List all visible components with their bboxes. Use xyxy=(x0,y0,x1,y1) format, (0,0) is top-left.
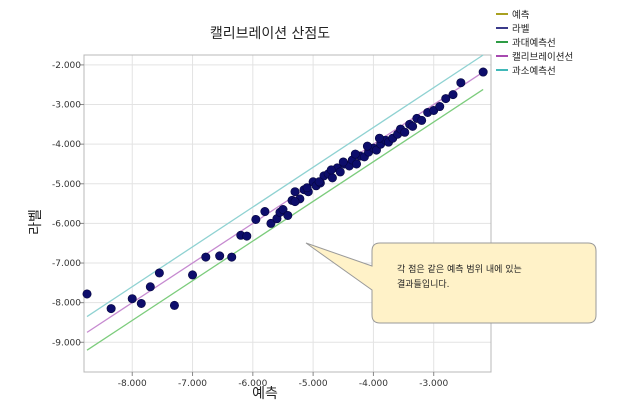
data-point xyxy=(441,94,451,104)
legend-label: 캘리브레이션선 xyxy=(512,51,573,63)
data-point xyxy=(169,300,179,310)
data-point xyxy=(227,252,237,262)
data-point xyxy=(106,304,116,314)
data-point xyxy=(374,133,384,143)
reference-line xyxy=(86,54,484,318)
legend-label: 과대예측선 xyxy=(512,38,556,49)
x-tick-label: -4.000 xyxy=(359,379,388,389)
legend-label: 라벨 xyxy=(512,24,530,35)
x-axis-ticks: -8.000 -7.000 -6.000 -5.000 -4.000 -3.000 xyxy=(118,372,448,389)
y-tick-label: -4.000 xyxy=(52,140,81,150)
reference-line xyxy=(86,88,484,351)
data-point xyxy=(362,141,372,151)
data-points xyxy=(82,67,488,314)
data-point xyxy=(266,218,276,228)
x-tick-label: -3.000 xyxy=(419,379,448,389)
data-point xyxy=(145,282,155,292)
y-tick-label: -6.000 xyxy=(52,219,81,229)
callout-text-line1: 각 점은 같은 예측 범위 내에 있는 xyxy=(397,263,522,275)
callout-bubble xyxy=(305,242,597,324)
y-tick-label: -7.000 xyxy=(52,259,81,269)
annotation-callout: 각 점은 같은 예측 범위 내에 있는 결과들입니다. xyxy=(305,242,597,324)
x-axis-label: 예측 xyxy=(252,386,278,402)
data-point xyxy=(136,298,146,308)
data-point xyxy=(82,289,92,299)
x-tick-label: -6.000 xyxy=(238,379,267,389)
y-tick-label: -8.000 xyxy=(52,299,81,309)
data-point xyxy=(408,121,418,131)
data-point xyxy=(400,127,410,137)
data-point xyxy=(278,205,288,215)
legend-label: 예측 xyxy=(512,10,530,21)
data-point xyxy=(417,115,427,125)
data-point xyxy=(478,67,488,77)
data-point xyxy=(154,268,164,278)
data-point xyxy=(201,252,211,262)
data-point xyxy=(352,159,362,169)
y-axis-label: 라벨 xyxy=(28,209,44,235)
data-point xyxy=(251,214,261,224)
data-point xyxy=(283,210,293,220)
data-point xyxy=(435,102,445,112)
x-tick-label: -8.000 xyxy=(118,379,147,389)
data-point xyxy=(260,207,270,217)
data-point xyxy=(327,173,337,183)
data-point xyxy=(127,294,137,304)
plot-frame xyxy=(83,54,492,373)
data-point xyxy=(242,231,252,241)
y-tick-label: -5.000 xyxy=(52,180,81,190)
x-tick-label: -7.000 xyxy=(178,379,207,389)
y-tick-label: -9.000 xyxy=(52,338,81,348)
y-axis-ticks: -2.000 -3.000 -4.000 -5.000 -6.000 -7.000 -8.0… xyxy=(52,61,84,348)
callout-text-line2: 결과들입니다. xyxy=(397,278,450,290)
x-tick-label: -5.000 xyxy=(299,379,328,389)
data-point xyxy=(456,78,466,88)
chart-title: 캘리브레이션 산점도 xyxy=(210,26,330,42)
data-point xyxy=(335,167,345,177)
data-point xyxy=(314,177,324,187)
data-point xyxy=(188,270,198,280)
y-tick-label: -2.000 xyxy=(52,61,81,71)
data-point xyxy=(326,165,336,175)
data-point xyxy=(302,183,312,193)
legend-label: 과소예측선 xyxy=(512,66,556,77)
data-point xyxy=(290,187,300,197)
data-point xyxy=(448,90,458,100)
data-point xyxy=(215,251,225,261)
data-point xyxy=(350,149,360,159)
data-point xyxy=(290,197,300,207)
y-tick-label: -3.000 xyxy=(52,101,81,111)
data-point xyxy=(338,157,348,167)
